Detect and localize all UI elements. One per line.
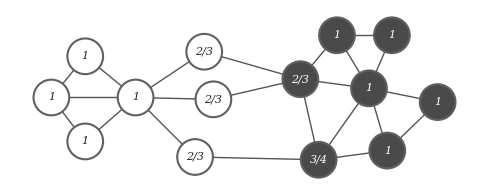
- Text: 1: 1: [366, 83, 372, 93]
- Text: 1: 1: [48, 92, 55, 103]
- Circle shape: [68, 124, 103, 159]
- Text: 1: 1: [132, 92, 139, 103]
- Circle shape: [177, 139, 213, 175]
- Text: 1: 1: [388, 30, 396, 40]
- Circle shape: [319, 17, 355, 53]
- Text: 1: 1: [434, 97, 441, 107]
- Circle shape: [186, 34, 222, 70]
- Circle shape: [301, 142, 336, 178]
- Circle shape: [68, 38, 103, 74]
- Text: 2/3: 2/3: [195, 47, 213, 57]
- Text: 2/3: 2/3: [204, 94, 222, 104]
- Text: 2/3: 2/3: [292, 74, 310, 84]
- Circle shape: [196, 82, 231, 117]
- Text: 1: 1: [334, 30, 340, 40]
- Circle shape: [351, 71, 387, 106]
- Text: 1: 1: [384, 146, 391, 156]
- Circle shape: [420, 84, 456, 120]
- Text: 1: 1: [82, 51, 89, 61]
- Text: 1: 1: [82, 136, 89, 146]
- Circle shape: [370, 133, 405, 168]
- Circle shape: [374, 17, 410, 53]
- Circle shape: [282, 61, 318, 97]
- Text: 3/4: 3/4: [310, 155, 328, 165]
- Text: 2/3: 2/3: [186, 152, 204, 162]
- Circle shape: [118, 80, 154, 115]
- Circle shape: [34, 80, 69, 115]
